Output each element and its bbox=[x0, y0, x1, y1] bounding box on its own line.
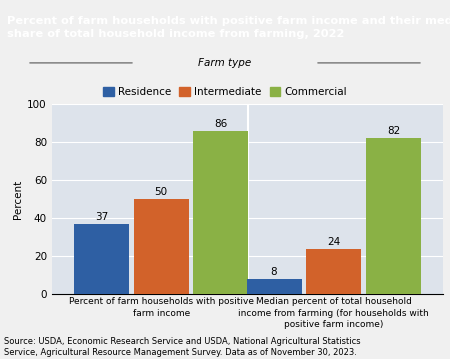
Bar bbox=[134, 199, 189, 294]
Text: 8: 8 bbox=[271, 267, 277, 277]
Text: 24: 24 bbox=[327, 237, 340, 247]
Text: 86: 86 bbox=[214, 119, 228, 129]
Bar bbox=[74, 224, 129, 294]
Text: Source: USDA, Economic Research Service and USDA, National Agricultural Statisti: Source: USDA, Economic Research Service … bbox=[4, 337, 361, 357]
Bar bbox=[194, 131, 248, 294]
Y-axis label: Percent: Percent bbox=[13, 180, 23, 219]
Text: Farm type: Farm type bbox=[198, 58, 252, 68]
Bar bbox=[366, 138, 421, 294]
Text: Percent of farm households with positive
farm income: Percent of farm households with positive… bbox=[69, 297, 254, 317]
Text: 50: 50 bbox=[155, 187, 168, 197]
Text: Percent of farm households with positive farm income and their median
share of t: Percent of farm households with positive… bbox=[7, 16, 450, 39]
Bar bbox=[247, 279, 302, 294]
Text: 37: 37 bbox=[95, 212, 108, 222]
Legend: Residence, Intermediate, Commercial: Residence, Intermediate, Commercial bbox=[99, 83, 351, 101]
Bar bbox=[306, 249, 361, 294]
Text: 82: 82 bbox=[387, 126, 400, 136]
Text: Median percent of total household
income from farming (for households with
posit: Median percent of total household income… bbox=[238, 297, 429, 328]
